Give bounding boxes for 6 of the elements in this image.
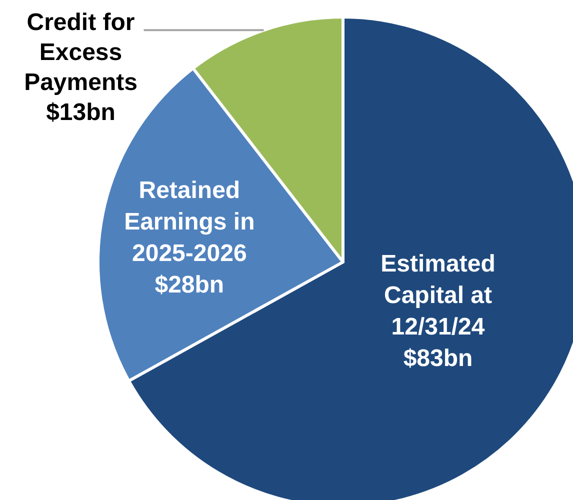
data-label: $83bn: [403, 344, 473, 372]
slice-label: Credit for Excess Payments: [24, 8, 138, 96]
slice-label: Retained Earnings in 2025-2026: [124, 176, 255, 267]
data-label: $28bn: [154, 271, 224, 298]
slice-label: Estimated Capital at 12/31/24: [380, 250, 496, 340]
data-label: $13bn: [46, 98, 116, 126]
